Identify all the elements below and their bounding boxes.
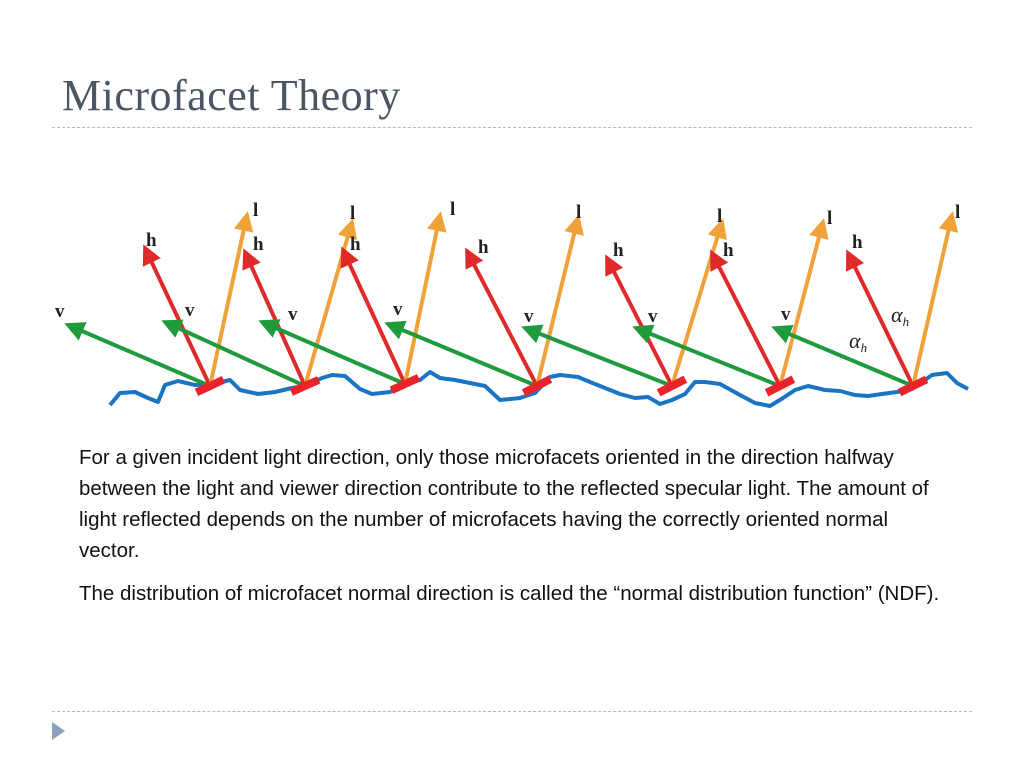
halfway-vector-label-16: h xyxy=(723,240,734,261)
view-vector-arrow-5 xyxy=(521,324,673,388)
view-vector-label-8: v xyxy=(288,304,298,325)
microfacet-segment-7 xyxy=(897,375,929,397)
light-vector-label-6: l xyxy=(350,203,355,224)
body-paragraph-1: For a given incident light direction, on… xyxy=(79,446,929,562)
body-paragraph-2: The distribution of microfacet normal di… xyxy=(79,582,940,605)
view-vector-arrow-1 xyxy=(64,322,211,388)
slide-title: Microfacet Theory xyxy=(62,71,401,120)
view-vector-arrow-4 xyxy=(384,320,538,388)
halfway-vector-arrow-4 xyxy=(465,247,539,387)
halfway-vector-label-19: h xyxy=(852,232,863,253)
halfway-vector-arrow-6 xyxy=(710,249,782,387)
light-vector-arrow-5 xyxy=(670,218,727,387)
microfacet-segment-5 xyxy=(656,375,688,397)
halfway-vector-label-4: h xyxy=(253,234,264,255)
halfway-vector-arrow-5 xyxy=(605,254,674,387)
halfway-vector-arrow-3 xyxy=(340,246,407,385)
halfway-vector-label-2: h xyxy=(146,230,157,251)
microfacet-segment-6 xyxy=(764,375,796,397)
light-vector-arrow-7 xyxy=(911,211,959,387)
light-vector-arrow-2 xyxy=(303,218,358,387)
microfacet-segment-3 xyxy=(389,374,421,394)
angle-alpha-h-label-lower: αh xyxy=(849,328,867,355)
slide-body: For a given incident light direction, on… xyxy=(79,442,949,621)
view-vector-arrow-7 xyxy=(771,324,914,388)
view-vector-label-11: v xyxy=(393,299,403,320)
view-vector-label-17: v xyxy=(648,306,658,327)
next-slide-triangle-icon[interactable] xyxy=(52,722,65,740)
footer-divider xyxy=(52,711,972,712)
view-vector-arrow-2 xyxy=(161,319,306,388)
angle-alpha-h-label-upper: αh xyxy=(891,302,909,329)
title-divider xyxy=(52,127,972,128)
halfway-vector-label-7: h xyxy=(350,234,361,255)
light-vector-arrow-3 xyxy=(403,211,447,385)
light-vector-label-12: l xyxy=(576,202,581,223)
halfway-vector-arrow-7 xyxy=(846,249,915,387)
view-vector-arrow-6 xyxy=(632,324,781,388)
view-vector-label-3: v xyxy=(55,301,65,322)
light-vector-label-15: l xyxy=(717,206,722,227)
microfacet-segment-2 xyxy=(289,376,321,396)
view-vector-label-5: v xyxy=(185,300,195,321)
microfacet-segment-1 xyxy=(194,375,226,397)
halfway-vector-label-10: h xyxy=(478,237,489,258)
light-vector-label-9: l xyxy=(450,199,455,220)
light-vector-label-1: l xyxy=(253,200,258,221)
halfway-vector-label-13: h xyxy=(613,240,624,261)
light-vector-label-21: l xyxy=(955,202,960,223)
halfway-vector-arrow-1 xyxy=(142,244,212,387)
light-vector-arrow-6 xyxy=(778,218,829,387)
light-vector-arrow-1 xyxy=(208,211,254,387)
light-vector-label-18: l xyxy=(827,208,832,229)
microfacet-segment-4 xyxy=(521,375,553,397)
view-vector-label-20: v xyxy=(781,304,791,325)
view-vector-arrow-3 xyxy=(258,319,406,386)
light-vector-arrow-4 xyxy=(535,214,584,387)
view-vector-label-14: v xyxy=(524,306,534,327)
halfway-vector-arrow-2 xyxy=(242,248,307,387)
